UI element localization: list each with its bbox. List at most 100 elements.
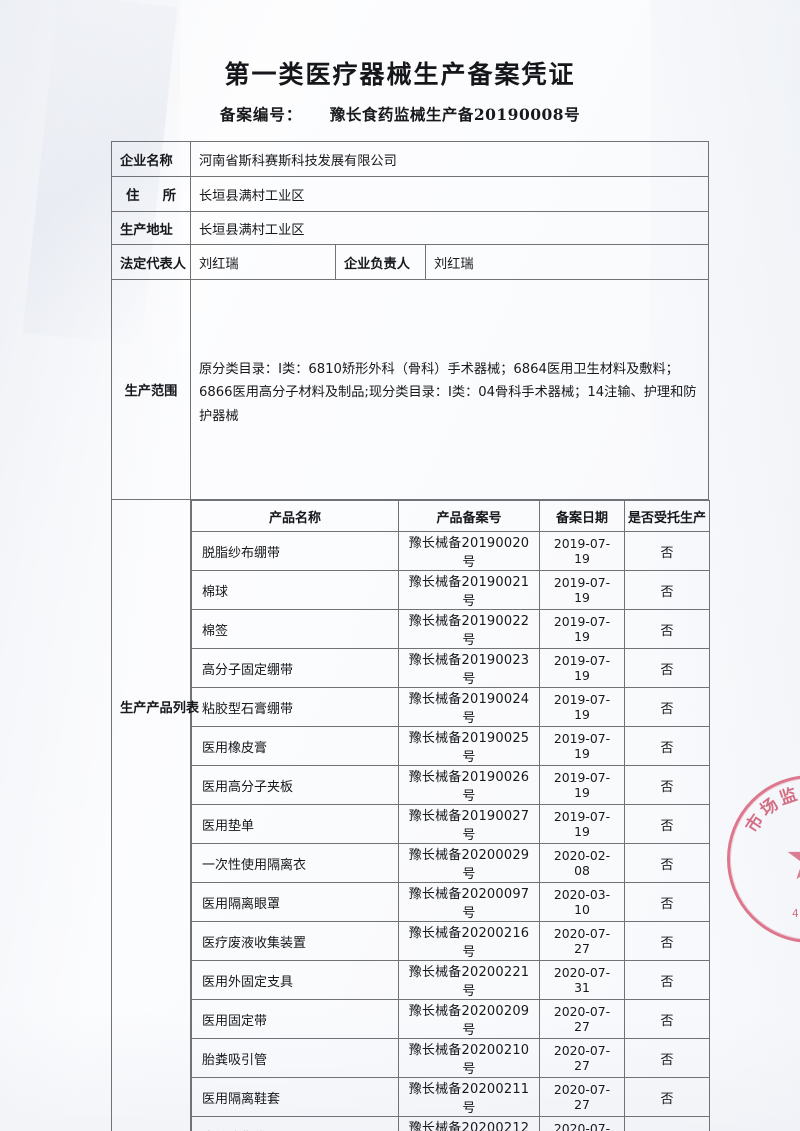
cell-record-date: 2019-07-19 [539, 531, 625, 571]
cell-product-name: 医用高分子夹板 [191, 765, 399, 805]
table-row-product-list: 生产产品列表 产品名称 产品备案号 [111, 499, 710, 1131]
cell-record-date: 2020-02-08 [539, 843, 625, 883]
cell-entrusted: 否 [624, 960, 710, 1000]
table-row: 脱脂纱布绷带 豫长械备20190020号 2019-07-19 否 [191, 531, 710, 571]
column-header-entrusted: 是否受托生产 [624, 500, 710, 532]
cell-entrusted: 否 [624, 726, 710, 766]
cell-entrusted: 否 [624, 765, 710, 805]
table-row: 医用垫单 豫长械备20190027号 2019-07-19 否 [191, 804, 710, 844]
cell-record-no: 豫长械备20190021号 [398, 570, 540, 610]
cell-product-name: 医用隔离眼罩 [191, 882, 399, 922]
table-row: 粘胶型石膏绷带 豫长械备20190024号 2019-07-19 否 [191, 687, 710, 727]
address-label: 住 所 [111, 176, 191, 212]
cell-entrusted: 否 [624, 648, 710, 688]
production-address-label: 生产地址 [111, 211, 191, 245]
seal-inner-ring [730, 778, 800, 940]
cell-entrusted: 否 [624, 570, 710, 610]
table-row-production-address: 生产地址 长垣县满村工业区 [111, 211, 710, 245]
address-label-part-a: 住 [126, 189, 140, 204]
cell-record-date: 2020-07-27 [539, 999, 625, 1039]
cell-product-name: 医用外固定支具 [191, 960, 399, 1000]
official-seal: 市场监督管理局 41072 [727, 775, 800, 943]
record-number-value: 豫长食药监械生产备20190008号 [329, 105, 581, 124]
production-address-value: 长垣县满村工业区 [189, 211, 710, 245]
cell-record-no: 豫长械备20200212号 [398, 1116, 540, 1131]
cell-record-date: 2020-03-10 [539, 882, 625, 922]
cell-entrusted: 否 [624, 843, 710, 883]
cell-record-date: 2019-07-19 [539, 687, 625, 727]
table-row-production-scope: 生产范围 原分类目录：Ⅰ类：6810矫形外科（骨科）手术器械；6864医用卫生材… [111, 279, 710, 500]
cell-record-date: 2020-07-31 [539, 960, 625, 1000]
table-row: 医疗废液收集装置 豫长械备20200216号 2020-07-27 否 [191, 921, 710, 961]
cell-record-date: 2020-07-27 [539, 921, 625, 961]
cell-product-name: 脱脂纱布绷带 [191, 531, 399, 571]
cell-product-name: 废液收集袋 [191, 1116, 399, 1131]
cell-entrusted: 否 [624, 882, 710, 922]
cell-product-name: 医用垫单 [191, 804, 399, 844]
address-value: 长垣县满村工业区 [189, 176, 710, 212]
cell-record-no: 豫长械备20190023号 [398, 648, 540, 688]
cell-entrusted: 否 [624, 1077, 710, 1117]
cell-product-name: 医用固定带 [191, 999, 399, 1039]
record-number-label: 备案编号： [219, 105, 303, 124]
cell-product-name: 棉球 [191, 570, 399, 610]
record-number-line: 备案编号： 豫长食药监械生产备20190008号 [0, 103, 800, 125]
cell-record-no: 豫长械备20200029号 [398, 843, 540, 883]
cell-entrusted: 否 [624, 1116, 710, 1131]
production-scope-text: 原分类目录：Ⅰ类：6810矫形外科（骨科）手术器械；6864医用卫生材料及敷料；… [189, 279, 710, 500]
table-row: 医用橡皮膏 豫长械备20190025号 2019-07-19 否 [191, 726, 710, 766]
cell-record-no: 豫长械备20190024号 [398, 687, 540, 727]
cell-record-date: 2019-07-19 [539, 804, 625, 844]
cell-record-no: 豫长械备20200216号 [398, 921, 540, 961]
product-list-table: 产品名称 产品备案号 备案日期 是否受托生产 脱脂纱布绷带 豫长械备2019002… [191, 500, 710, 1131]
table-row: 医用外固定支具 豫长械备20200221号 2020-07-31 否 [191, 960, 710, 1000]
enterprise-name-label: 企业名称 [111, 141, 191, 177]
cell-product-name: 棉签 [191, 609, 399, 649]
product-list-container: 产品名称 产品备案号 备案日期 是否受托生产 脱脂纱布绷带 豫长械备2019002… [191, 500, 710, 1131]
cell-record-no: 豫长械备20190020号 [398, 531, 540, 571]
certificate-table: 企业名称 河南省斯科赛斯科技发展有限公司 住 所 长垣县满村工业区 生产地址 长… [111, 141, 710, 1131]
cell-record-date: 2020-07-27 [539, 1077, 625, 1117]
cell-entrusted: 否 [624, 999, 710, 1039]
cell-product-name: 一次性使用隔离衣 [191, 843, 399, 883]
table-row: 医用隔离眼罩 豫长械备20200097号 2020-03-10 否 [191, 882, 710, 922]
table-row: 高分子固定绷带 豫长械备20190023号 2019-07-19 否 [191, 648, 710, 688]
cell-record-date: 2019-07-19 [539, 648, 625, 688]
column-header-product-name: 产品名称 [191, 500, 399, 532]
production-scope-label: 生产范围 [111, 279, 191, 500]
cell-record-date: 2019-07-19 [539, 726, 625, 766]
column-header-record-no: 产品备案号 [398, 500, 540, 532]
cell-record-no: 豫长械备20200210号 [398, 1038, 540, 1078]
cell-product-name: 医疗废液收集装置 [191, 921, 399, 961]
enterprise-head-label: 企业负责人 [335, 244, 426, 280]
column-header-record-date: 备案日期 [539, 500, 625, 532]
cell-entrusted: 否 [624, 1038, 710, 1078]
cell-record-no: 豫长械备20190022号 [398, 609, 540, 649]
cell-product-name: 高分子固定绷带 [191, 648, 399, 688]
table-row-enterprise-name: 企业名称 河南省斯科赛斯科技发展有限公司 [111, 141, 710, 177]
table-row: 棉球 豫长械备20190021号 2019-07-19 否 [191, 570, 710, 610]
cell-record-date: 2020-07-27 [539, 1116, 625, 1131]
table-row-legal-representative: 法定代表人 刘红瑞 企业负责人 刘红瑞 [111, 244, 710, 280]
enterprise-name-value: 河南省斯科赛斯科技发展有限公司 [189, 141, 710, 177]
page-title: 第一类医疗器械生产备案凭证 [224, 60, 576, 89]
cell-record-no: 豫长械备20200211号 [398, 1077, 540, 1117]
cell-product-name: 胎粪吸引管 [191, 1038, 399, 1078]
address-label-part-b: 所 [162, 189, 176, 204]
cell-record-no: 豫长械备20200221号 [398, 960, 540, 1000]
enterprise-head-value: 刘红瑞 [424, 244, 710, 280]
cell-product-name: 医用隔离鞋套 [191, 1077, 399, 1117]
cell-entrusted: 否 [624, 609, 710, 649]
cell-record-no: 豫长械备20190025号 [398, 726, 540, 766]
seal-arc-text: 市场监督管理局 [741, 782, 800, 836]
cell-record-date: 2019-07-19 [539, 609, 625, 649]
cell-entrusted: 否 [624, 687, 710, 727]
table-row: 一次性使用隔离衣 豫长械备20200029号 2020-02-08 否 [191, 843, 710, 883]
cell-record-no: 豫长械备20200209号 [398, 999, 540, 1039]
cell-product-name: 医用橡皮膏 [191, 726, 399, 766]
table-row: 胎粪吸引管 豫长械备20200210号 2020-07-27 否 [191, 1038, 710, 1078]
cell-record-date: 2019-07-19 [539, 570, 625, 610]
table-row: 废液收集袋豫长械备20200212号2020-07-27否 [191, 1116, 710, 1131]
seal-arc-label: 市场监督管理局 [741, 782, 800, 836]
